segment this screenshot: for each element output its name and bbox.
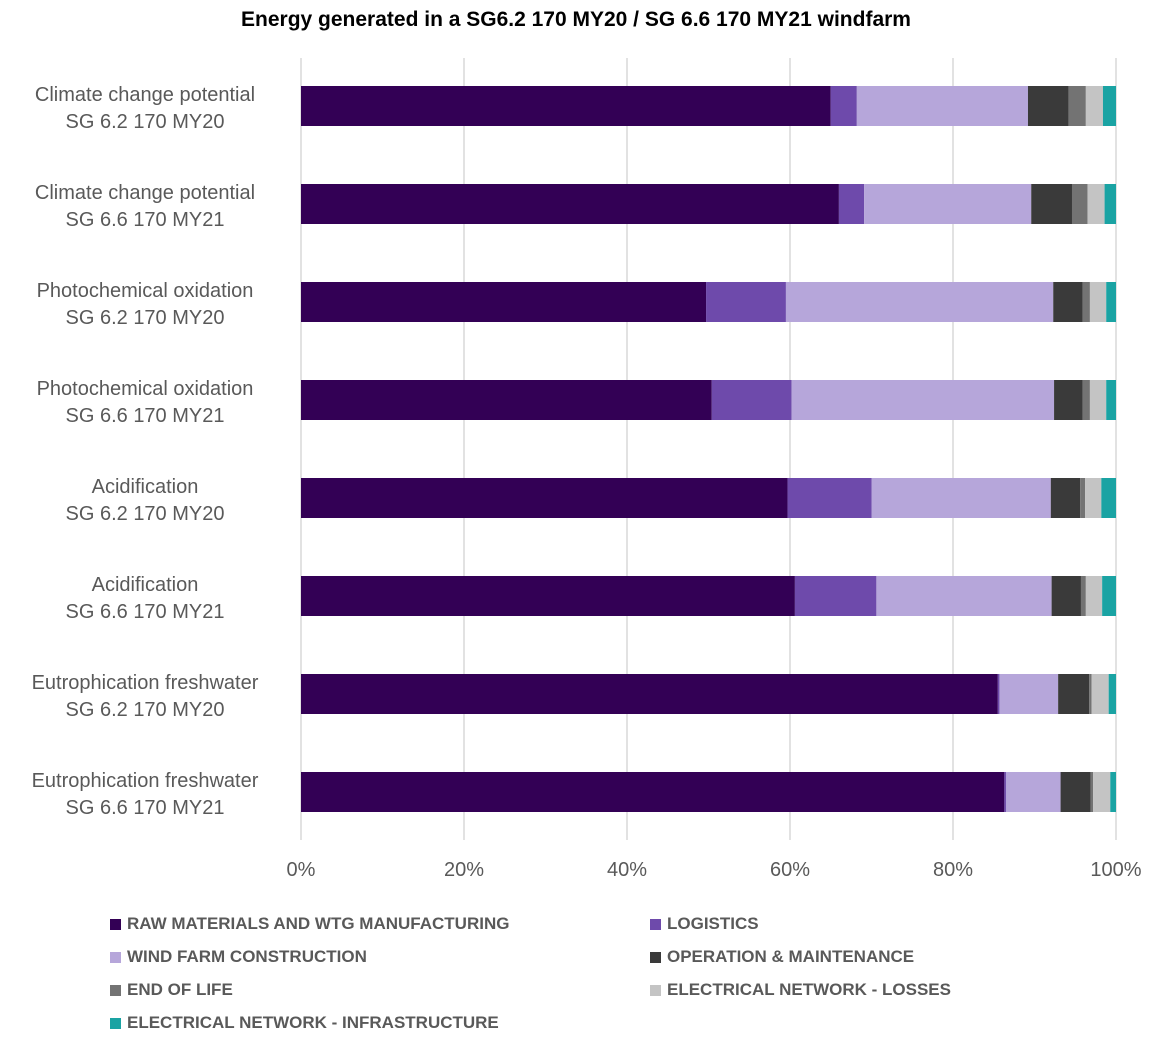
bar-segment [301, 674, 998, 714]
bar-segment [1080, 478, 1086, 518]
bar-segment [787, 478, 872, 518]
bar-segment [301, 772, 1005, 812]
legend-label: ELECTRICAL NETWORK - INFRASTRUCTURE [127, 1013, 499, 1032]
bar-segment [1027, 86, 1069, 126]
bar-segment [1068, 86, 1086, 126]
bar-segment [1031, 184, 1072, 224]
legend-item: END OF LIFE [110, 978, 233, 1002]
x-tick-label: 0% [287, 859, 316, 881]
bar-segment [1058, 674, 1090, 714]
legend-swatch [110, 1017, 121, 1029]
legend-item: OPERATION & MAINTENANCE [650, 945, 914, 969]
legend-item: ELECTRICAL NETWORK - LOSSES [650, 978, 951, 1002]
category-label: Photochemical oxidation SG 6.6 170 MY21 [37, 378, 254, 427]
bar-segment [706, 282, 786, 322]
bar-segment [1050, 478, 1081, 518]
bar-segment [1106, 282, 1116, 322]
category-label: Eutrophication freshwater SG 6.6 170 MY21 [32, 770, 259, 819]
bar-segment [1004, 772, 1006, 812]
bar-segment [1085, 576, 1103, 616]
bar-segment [1085, 86, 1103, 126]
bar-segment [1108, 674, 1116, 714]
bar-segment [1087, 184, 1105, 224]
bar-segment [1101, 478, 1116, 518]
bar-segment [1091, 674, 1109, 714]
x-tick-label: 100% [1090, 859, 1141, 881]
bar-segment [871, 478, 1051, 518]
bar-segment [864, 184, 1032, 224]
bar-segment [301, 184, 839, 224]
bar-segment [1089, 282, 1107, 322]
bar-segment [301, 282, 707, 322]
legend-label: OPERATION & MAINTENANCE [667, 947, 915, 966]
bar-segment [1089, 674, 1092, 714]
bar-segment [830, 86, 857, 126]
bar-segment [1082, 282, 1090, 322]
legend-swatch [650, 984, 661, 996]
bar-segment [1085, 478, 1102, 518]
bar-segment [1093, 772, 1111, 812]
bar-segment [1005, 772, 1061, 812]
bar-segment [1104, 184, 1116, 224]
category-label: Acidification SG 6.6 170 MY21 [66, 574, 225, 623]
legend-label: RAW MATERIALS AND WTG MANUFACTURING [127, 914, 510, 933]
legend-item: WIND FARM CONSTRUCTION [110, 945, 367, 969]
bar-segment [1060, 772, 1091, 812]
category-label: Climate change potential SG 6.6 170 MY21 [35, 182, 255, 231]
chart-title: Energy generated in a SG6.2 170 MY20 / S… [241, 8, 911, 31]
bar-segment [301, 86, 831, 126]
x-tick-label: 60% [770, 859, 810, 881]
bar-segment [301, 478, 788, 518]
legend-swatch [650, 918, 661, 930]
bar-segment [1110, 772, 1116, 812]
bar-segment [1054, 380, 1083, 420]
legend-swatch [650, 951, 661, 963]
legend-item: LOGISTICS [650, 912, 759, 936]
bar-segment [1089, 380, 1107, 420]
category-label: Acidification SG 6.2 170 MY20 [66, 476, 225, 525]
legend-swatch [110, 984, 121, 996]
chart-plot: 0% 20% 40% 60% 80% 100% Climate change potenti… [32, 58, 1142, 881]
bar-segment [856, 86, 1028, 126]
bar-segment [838, 184, 865, 224]
bar-segment [997, 674, 1000, 714]
category-label: Photochemical oxidation SG 6.2 170 MY20 [37, 280, 254, 329]
legend-label: ELECTRICAL NETWORK - LOSSES [667, 980, 951, 999]
bar-segment [1071, 184, 1088, 224]
bar-segment [791, 380, 1055, 420]
x-tick-label: 40% [607, 859, 647, 881]
bar-segment [1053, 282, 1083, 322]
legend-label: WIND FARM CONSTRUCTION [127, 947, 367, 966]
bar-segment [1102, 576, 1116, 616]
legend-item: ELECTRICAL NETWORK - INFRASTRUCTURE [110, 1011, 499, 1035]
legend-swatch [110, 951, 121, 963]
legend-label: END OF LIFE [127, 980, 233, 999]
bar-segment [1102, 86, 1116, 126]
bar-segment [999, 674, 1059, 714]
bar-segment [1106, 380, 1116, 420]
category-label: Eutrophication freshwater SG 6.2 170 MY20 [32, 672, 259, 721]
x-tick-label: 20% [444, 859, 484, 881]
bar-segment [785, 282, 1054, 322]
bar-segment [711, 380, 792, 420]
bar-segment [1082, 380, 1090, 420]
x-tick-label: 80% [933, 859, 973, 881]
bar-segment [1090, 772, 1094, 812]
bar-segment [301, 380, 712, 420]
legend-label: LOGISTICS [667, 914, 759, 933]
legend-item: RAW MATERIALS AND WTG MANUFACTURING [110, 912, 509, 936]
bar-segment [876, 576, 1052, 616]
bar-segment [301, 576, 795, 616]
legend-swatch [110, 918, 121, 930]
category-label: Climate change potential SG 6.2 170 MY20 [35, 84, 255, 133]
bar-segment [794, 576, 877, 616]
bar-segment [1080, 576, 1086, 616]
bar-segment [1051, 576, 1081, 616]
